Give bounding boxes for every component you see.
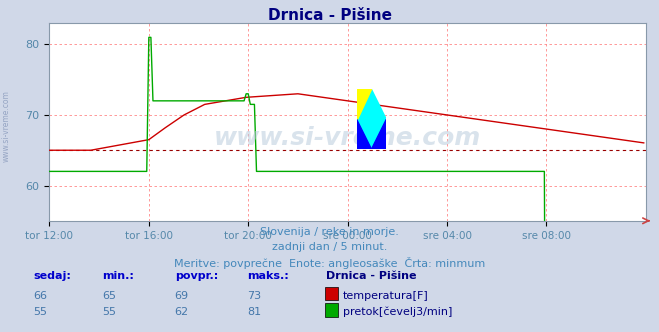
Text: 55: 55 (33, 307, 47, 317)
Text: 65: 65 (102, 291, 116, 301)
Text: zadnji dan / 5 minut.: zadnji dan / 5 minut. (272, 242, 387, 252)
Polygon shape (357, 119, 372, 149)
Polygon shape (357, 89, 372, 119)
Text: Slovenija / reke in morje.: Slovenija / reke in morje. (260, 227, 399, 237)
Text: Drnica - Pišine: Drnica - Pišine (268, 8, 391, 23)
Text: temperatura[F]: temperatura[F] (343, 291, 428, 301)
Text: www.si-vreme.com: www.si-vreme.com (214, 126, 481, 150)
Text: 55: 55 (102, 307, 116, 317)
Text: povpr.:: povpr.: (175, 271, 218, 281)
Text: min.:: min.: (102, 271, 134, 281)
Polygon shape (357, 89, 386, 149)
Text: 66: 66 (33, 291, 47, 301)
Text: www.si-vreme.com: www.si-vreme.com (2, 90, 11, 162)
Text: Meritve: povprečne  Enote: angleosaške  Črta: minmum: Meritve: povprečne Enote: angleosaške Čr… (174, 257, 485, 269)
Text: Drnica - Pišine: Drnica - Pišine (326, 271, 416, 281)
Text: pretok[čevelj3/min]: pretok[čevelj3/min] (343, 307, 452, 317)
Text: 62: 62 (175, 307, 188, 317)
Polygon shape (372, 119, 386, 149)
Text: 73: 73 (247, 291, 261, 301)
Text: 69: 69 (175, 291, 188, 301)
Text: 81: 81 (247, 307, 261, 317)
Text: maks.:: maks.: (247, 271, 289, 281)
Text: sedaj:: sedaj: (33, 271, 71, 281)
